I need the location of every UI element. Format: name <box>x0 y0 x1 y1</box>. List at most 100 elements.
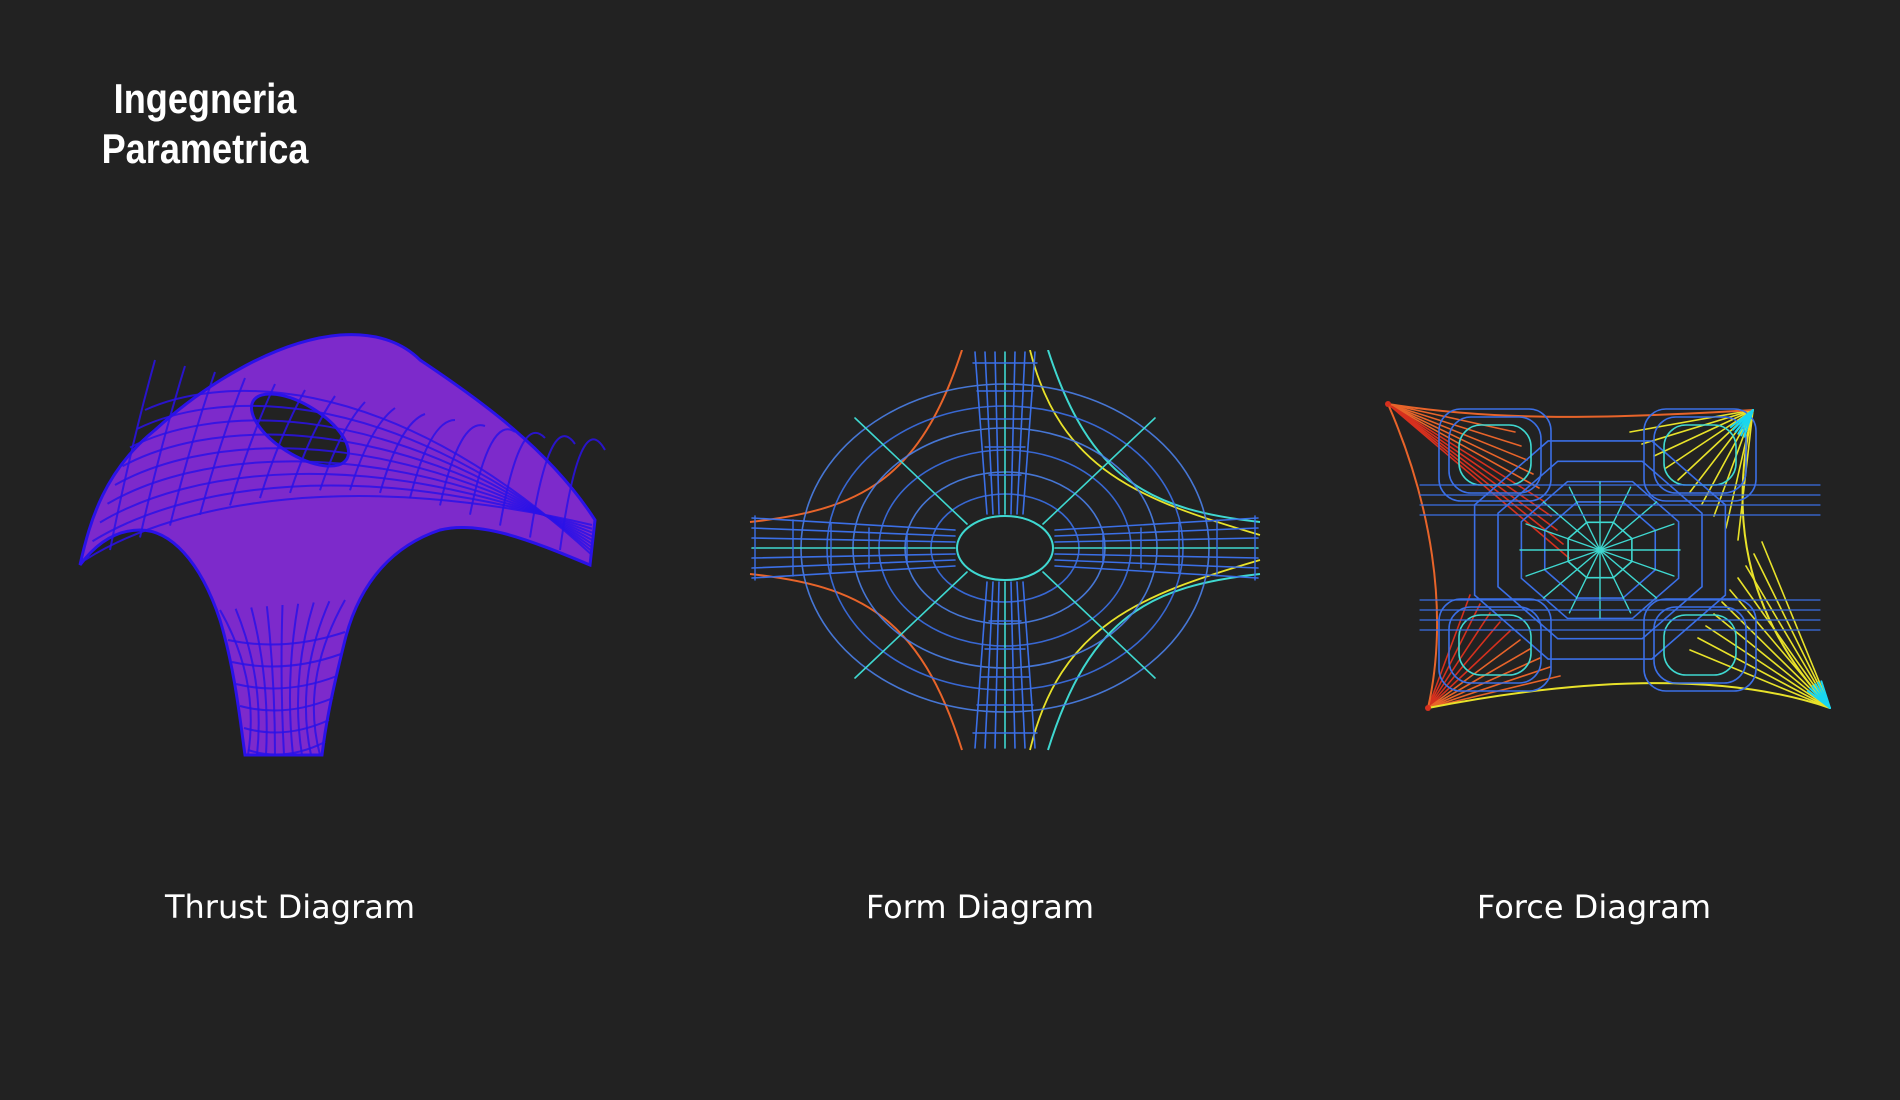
thrust-mesh-line <box>99 472 593 534</box>
form-arm-line <box>751 537 956 543</box>
thrust-mesh-line <box>379 413 426 494</box>
thrust-mesh-line <box>247 741 326 756</box>
form-arm-line <box>1054 517 1259 531</box>
form-arm-line <box>974 351 988 515</box>
force-fan-line <box>1387 403 1564 545</box>
thrust-mesh-line <box>199 377 246 515</box>
force-fan-line <box>1427 675 1561 709</box>
form-boundary-bottom-right <box>1047 573 1261 751</box>
form-arm-line <box>1054 553 1259 559</box>
thrust-mesh-line <box>499 431 546 526</box>
thrust-diagram-label: Thrust Diagram <box>164 888 416 926</box>
form-diagonal-spoke <box>1042 417 1156 525</box>
force-fan-line <box>1653 409 1754 457</box>
force-spoke <box>1568 549 1601 614</box>
force-cell <box>1448 416 1542 494</box>
form-mesh <box>751 351 1259 749</box>
force-fan-line <box>1701 409 1754 505</box>
force-boundary <box>1387 403 1754 418</box>
force-fan-line <box>1705 625 1831 709</box>
force-vertex-bottom-right <box>1806 689 1831 709</box>
force-cell <box>1663 614 1737 676</box>
form-arm-line <box>1054 527 1259 537</box>
force-spoke <box>1542 549 1601 599</box>
thrust-mesh-line <box>144 389 593 556</box>
form-arm-line <box>1022 351 1036 515</box>
thrust-mesh-line <box>289 395 336 494</box>
force-fan-line <box>1387 403 1552 517</box>
force-spoke <box>1599 549 1658 599</box>
thrust-mesh-line <box>169 371 216 526</box>
thrust-mesh-line <box>234 608 260 756</box>
thrust-mesh-line <box>259 389 306 499</box>
thrust-mesh-line <box>239 697 334 712</box>
force-boundary <box>1387 403 1439 709</box>
form-arm-line <box>751 527 956 537</box>
form-arc-yellow <box>1029 559 1261 751</box>
thrust-mesh-line <box>137 404 593 553</box>
form-boundary-top-right <box>1047 350 1261 523</box>
force-diagram-label: Force Diagram <box>1476 888 1712 926</box>
form-arm-line <box>984 351 994 515</box>
force-vertex-top-right <box>1729 409 1754 429</box>
thrust-mesh-line <box>122 433 593 545</box>
force-spoke <box>1568 486 1601 551</box>
form-arm-line <box>1016 581 1026 749</box>
form-arm-line <box>1022 581 1036 749</box>
force-fan-line <box>1641 409 1754 445</box>
force-fan-line <box>1387 403 1516 433</box>
force-fan-line <box>1387 403 1558 531</box>
form-arm-line <box>751 559 956 569</box>
thrust-diagram <box>60 320 620 770</box>
thrust-mesh-line <box>304 600 331 756</box>
thrust-mesh-line <box>265 606 276 756</box>
thrust-mesh-line <box>84 495 593 561</box>
thrust-mesh-line <box>235 675 338 690</box>
force-fan-line <box>1387 403 1540 489</box>
thrust-shell <box>78 333 597 757</box>
thrust-mesh-line <box>227 631 346 646</box>
thrust-mesh-line <box>319 401 366 491</box>
force-spoke <box>1599 549 1632 614</box>
form-arm-line <box>974 581 988 749</box>
force-fan-line <box>1427 621 1501 709</box>
form-arm-line <box>751 553 956 559</box>
force-vertex-top-left <box>1385 401 1391 407</box>
force-cell <box>1448 606 1542 684</box>
force-fan-line <box>1665 409 1754 469</box>
force-diagram <box>1370 390 1840 720</box>
force-fan-line <box>1761 541 1831 709</box>
force-cell <box>1438 598 1552 692</box>
force-ring <box>1497 460 1703 640</box>
force-cell <box>1653 416 1747 494</box>
thrust-mesh-line <box>109 359 156 551</box>
force-cell <box>1458 614 1532 676</box>
force-fan-line <box>1427 630 1511 709</box>
force-cell <box>1438 408 1552 502</box>
form-arm-line <box>1010 581 1016 749</box>
thrust-mesh-line <box>250 607 268 756</box>
form-boundary-top-left <box>749 350 963 523</box>
force-spoke <box>1525 523 1601 551</box>
form-arm-line <box>994 581 1000 749</box>
thrust-mesh-line <box>139 365 186 538</box>
thrust-mesh-line <box>231 653 342 668</box>
thrust-mesh-line <box>114 447 593 541</box>
force-fan-line <box>1629 409 1754 433</box>
force-cell <box>1643 408 1757 502</box>
brand-line-2: Parametrica <box>101 125 309 172</box>
thrust-mesh-line <box>312 599 346 756</box>
form-diagonal-spoke <box>854 571 968 679</box>
force-vertex-bottom-left <box>1425 705 1431 711</box>
thrust-mesh-line <box>288 603 300 756</box>
thrust-mesh-line <box>280 604 285 756</box>
force-boundary <box>1427 682 1831 709</box>
form-diagram-label: Form Diagram <box>865 888 1095 926</box>
force-fan-line <box>1689 649 1831 709</box>
force-fan-line <box>1427 666 1551 709</box>
force-spoke <box>1599 523 1675 551</box>
form-arm-line <box>1010 351 1016 515</box>
thrust-mesh-line <box>297 602 315 756</box>
form-arm-line <box>1016 351 1026 515</box>
brand-line-1: Ingegneria <box>113 75 297 122</box>
